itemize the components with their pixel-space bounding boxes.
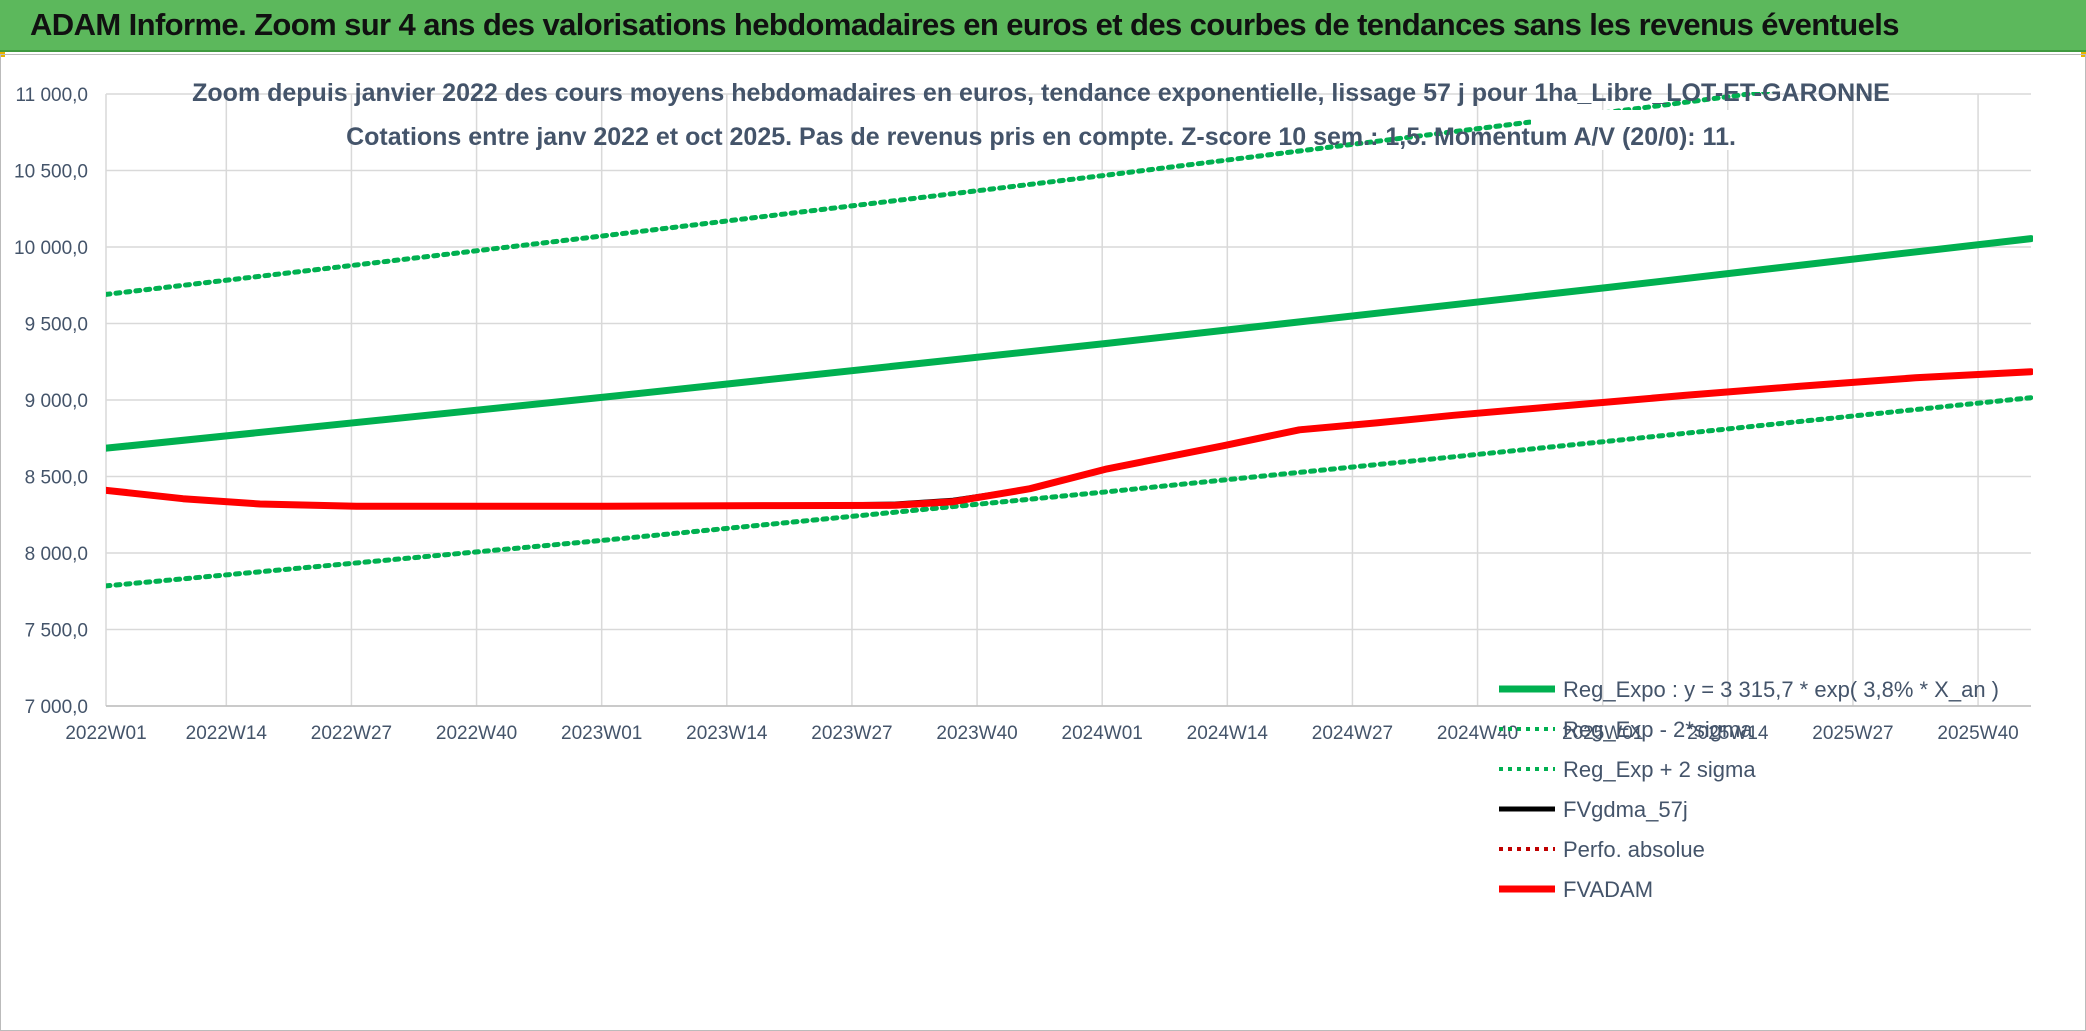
series-layer (106, 92, 2033, 589)
y-tick-label: 7 000,0 (25, 697, 88, 718)
y-tick-label: 11 000,0 (15, 85, 88, 106)
x-tick-label: 2024W40 (1437, 723, 1518, 744)
y-tick-label: 10 500,0 (14, 162, 88, 183)
legend-label: FVADAM (1563, 877, 1653, 902)
legend-label: FVgdma_57j (1563, 797, 1688, 822)
legend: Reg_Expo : y = 3 315,7 * exp( 3,8% * X_a… (1499, 677, 1999, 902)
x-tick-label: 2022W14 (186, 723, 268, 744)
x-tick-label: 2023W27 (811, 723, 892, 744)
header-banner: ADAM Informe. Zoom sur 4 ans des valoris… (0, 0, 2086, 52)
legend-label: Reg_Expo : y = 3 315,7 * exp( 3,8% * X_a… (1563, 677, 1999, 702)
x-tick-label: 2023W14 (686, 723, 768, 744)
x-tick-label: 2023W40 (936, 723, 1017, 744)
chart-title: Zoom depuis janvier 2022 des cours moyen… (192, 79, 1890, 107)
title-background (1531, 110, 1831, 150)
x-axis-labels: 2022W01 2022W14 2022W27 2022W40 2023W01 2023W… (65, 723, 2018, 744)
x-tick-label: 2024W27 (1312, 723, 1393, 744)
y-tick-label: 8 000,0 (25, 544, 88, 565)
x-tick-label: 2024W01 (1062, 723, 1143, 744)
series-line-reg-expo (106, 235, 2033, 452)
x-tick-label: 2023W01 (561, 723, 642, 744)
x-tick-label: 2025W40 (1937, 723, 2018, 744)
y-tick-label: 7 500,0 (25, 621, 88, 642)
legend-label: Perfo. absolue (1563, 837, 1705, 862)
series-line-reg-exp (106, 395, 2033, 589)
grid-layer (105, 93, 2031, 707)
x-tick-label: 2025W14 (1687, 723, 1769, 744)
x-tick-label: 2025W27 (1812, 723, 1893, 744)
x-tick-label: 2022W01 (65, 723, 146, 744)
y-tick-label: 9 000,0 (25, 391, 88, 412)
y-tick-label: 9 500,0 (25, 315, 88, 336)
legend-label: Reg_Exp + 2 sigma (1563, 757, 1756, 782)
y-tick-label: 10 000,0 (14, 238, 88, 259)
y-axis-labels: 7 000,0 7 500,0 8 000,0 8 500,0 9 000,0 9 500… (14, 85, 88, 718)
series-line-reg-exp (106, 92, 1784, 297)
series-line-fvadam (106, 368, 2033, 510)
chart-subtitle: Cotations entre janv 2022 et oct 2025. P… (346, 123, 1736, 151)
x-tick-label: 2024W14 (1187, 723, 1269, 744)
x-tick-label: 2025W01 (1562, 723, 1643, 744)
chart-area: 7 000,0 7 500,0 8 000,0 8 500,0 9 000,0 9 500… (0, 54, 2086, 1031)
x-tick-label: 2022W40 (436, 723, 517, 744)
legend-label: Reg_Exp - 2*sigma (1563, 717, 1753, 742)
line-chart: 7 000,0 7 500,0 8 000,0 8 500,0 9 000,0 9 500… (14, 79, 2033, 902)
y-tick-label: 8 500,0 (25, 468, 88, 489)
page-title: ADAM Informe. Zoom sur 4 ans des valoris… (30, 7, 1900, 42)
x-tick-label: 2022W27 (311, 723, 392, 744)
